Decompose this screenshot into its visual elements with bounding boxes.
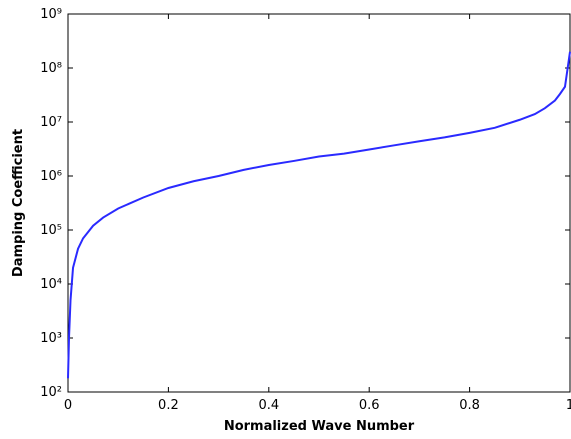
y-tick-label: 10⁵ (40, 223, 62, 238)
x-tick-label: 0.2 (158, 398, 179, 413)
x-tick-label: 0.4 (258, 398, 279, 413)
y-tick-label: 10⁴ (40, 277, 62, 292)
y-tick-label: 10² (40, 385, 62, 400)
y-axis-label: Damping Coefficient (11, 129, 26, 277)
y-tick-label: 10⁸ (40, 61, 62, 76)
y-tick-label: 10³ (40, 331, 62, 346)
x-tick-label: 0 (64, 398, 72, 413)
plot-frame (67, 13, 571, 393)
y-tick-label: 10⁶ (40, 169, 62, 184)
data-line (67, 51, 571, 379)
x-axis-label: Normalized Wave Number (224, 419, 415, 434)
x-tick-label: 0.6 (359, 398, 380, 413)
y-tick-label: 10⁹ (40, 7, 62, 22)
x-tick-label: 0.8 (459, 398, 480, 413)
x-tick-label: 1 (566, 398, 571, 413)
y-tick-label: 10⁷ (40, 115, 62, 130)
